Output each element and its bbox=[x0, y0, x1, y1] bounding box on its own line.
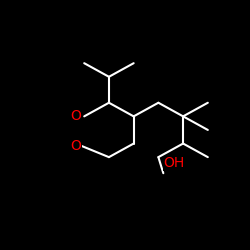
Text: OH: OH bbox=[163, 156, 184, 170]
Text: O: O bbox=[70, 109, 81, 123]
Text: O: O bbox=[70, 139, 81, 153]
